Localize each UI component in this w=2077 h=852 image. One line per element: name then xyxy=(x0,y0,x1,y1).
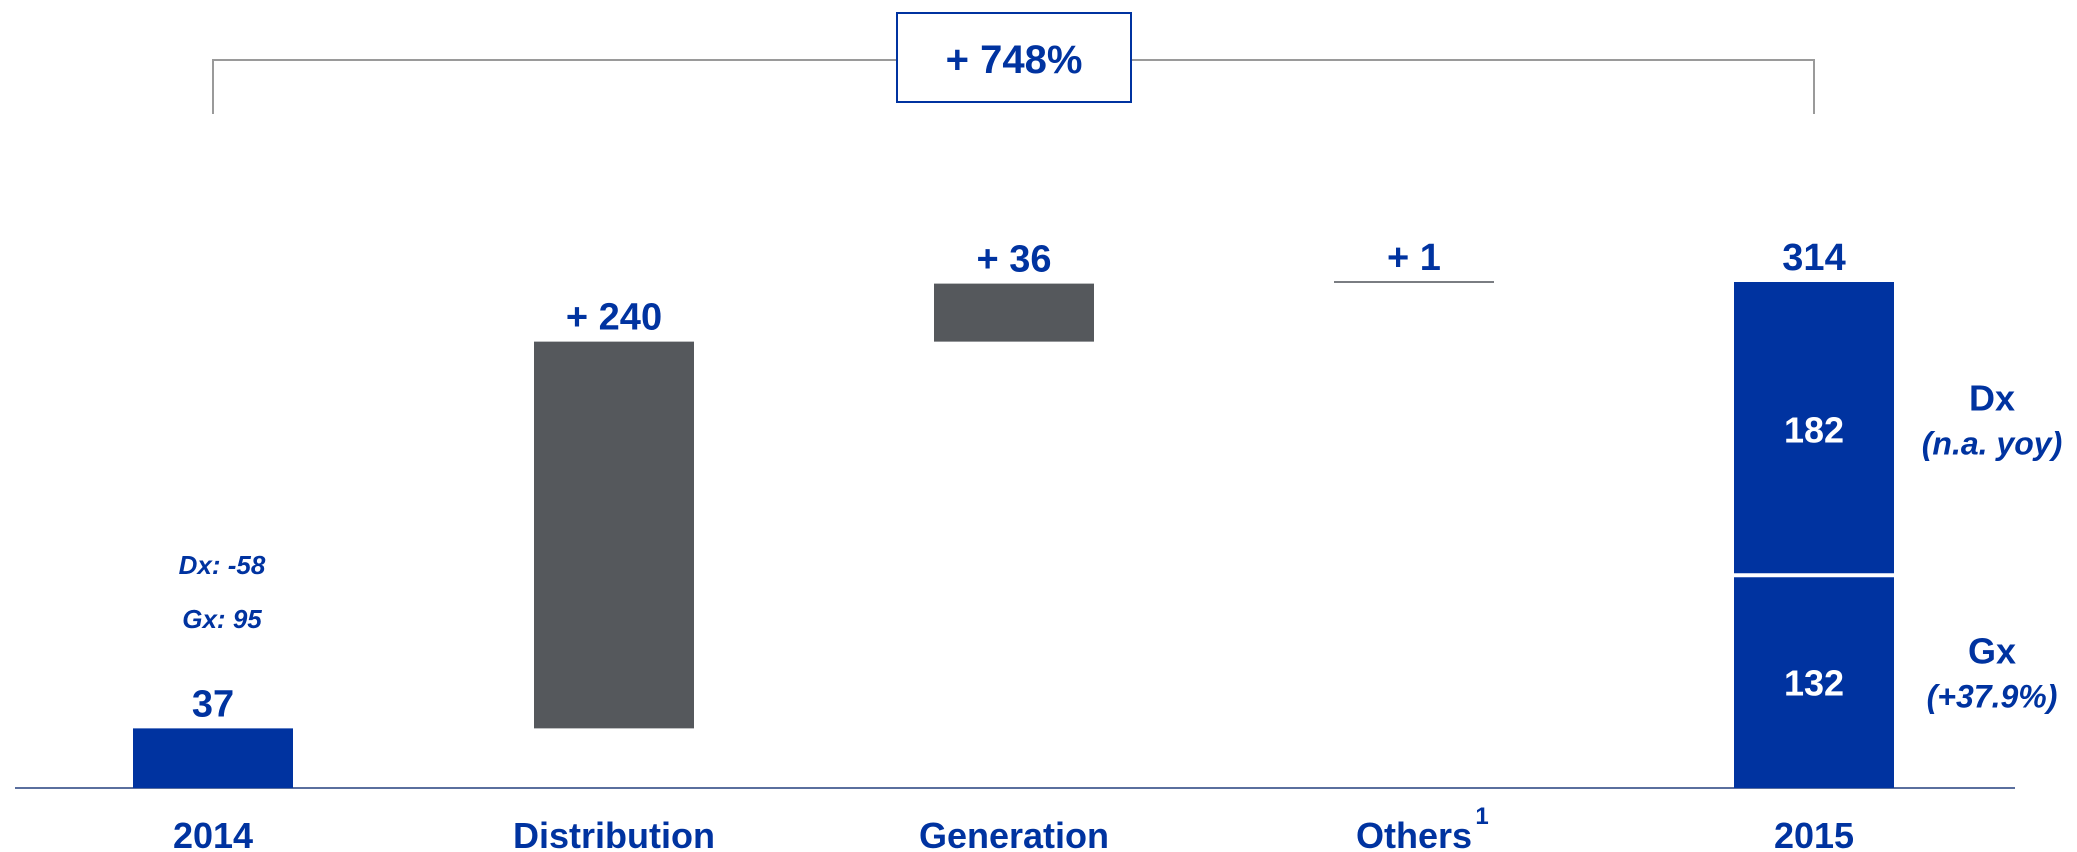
segment-note-dx: (n.a. yoy) xyxy=(1922,426,2062,462)
value-label-others: + 1 xyxy=(1387,237,1441,279)
bar-2015-dx xyxy=(1734,282,1894,576)
category-label-generation: Generation xyxy=(919,815,1109,852)
segment-label-gx: 132 xyxy=(1784,663,1844,704)
value-label-distribution: + 240 xyxy=(566,297,662,339)
category-label-others: Others xyxy=(1356,815,1472,852)
category-label-2014: 2014 xyxy=(173,815,253,852)
labels: 37 2014 + 240 Distribution + 36 Generation + 1… xyxy=(173,237,2062,852)
value-label-generation: + 36 xyxy=(976,239,1051,281)
annotation-2014: Dx: -58 xyxy=(179,550,266,580)
segment-name-dx: Dx xyxy=(1969,378,2015,419)
annotation-2014: Gx: 95 xyxy=(182,604,262,634)
segment-label-dx: 182 xyxy=(1784,410,1844,451)
bar-2015-gx xyxy=(1734,575,1894,788)
bar-distribution xyxy=(534,341,694,729)
bars xyxy=(133,281,1894,788)
category-label-distribution: Distribution xyxy=(513,815,715,852)
category-label-2015: 2015 xyxy=(1774,815,1854,852)
value-label-2014: 37 xyxy=(192,683,234,725)
bar-2014 xyxy=(133,728,293,788)
growth-box xyxy=(896,12,1132,103)
value-label-2015: 314 xyxy=(1782,237,1845,279)
growth-label: + 748% xyxy=(946,38,1083,82)
segment-note-gx: (+37.9%) xyxy=(1927,679,2058,715)
segment-name-gx: Gx xyxy=(1968,631,2016,672)
bar-generation xyxy=(934,283,1094,342)
footnote-marker: 1 xyxy=(1475,803,1488,830)
